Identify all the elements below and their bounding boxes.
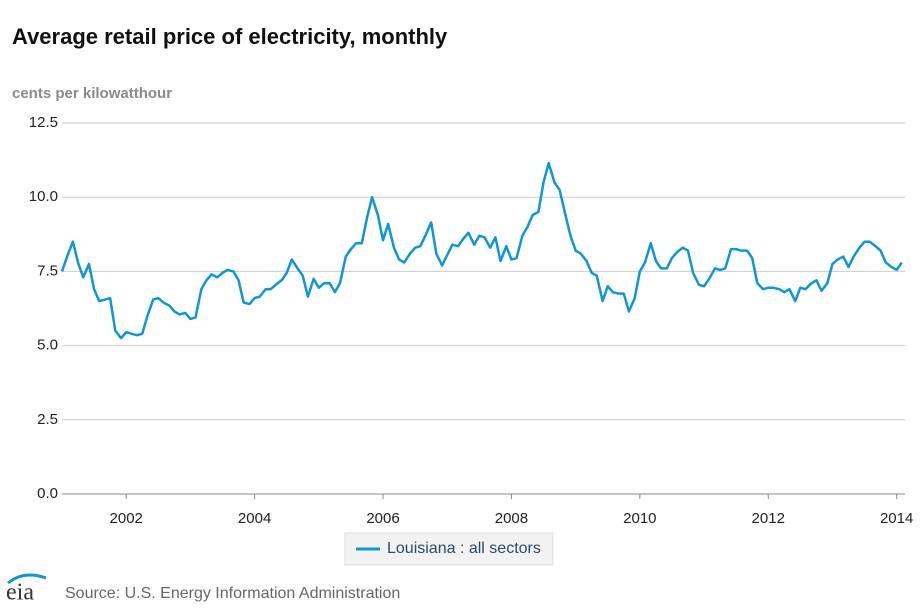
x-tick-label: 2006: [366, 510, 399, 527]
x-tick-label: 2014: [880, 510, 913, 527]
source: Source: U.S. Energy Information Administ…: [65, 585, 400, 602]
y-tick-label: 7.5: [37, 262, 58, 279]
x-tick-label: 2010: [623, 510, 656, 527]
chart-title: Average retail price of electricity, mon…: [12, 24, 448, 49]
y-axis-label: cents per kilowatthour: [12, 85, 172, 102]
x-tick-label: 2012: [752, 510, 785, 527]
x-tick-label: 2008: [495, 510, 528, 527]
y-tick-label: 12.5: [29, 114, 58, 131]
logo: eia: [6, 580, 34, 606]
x-tick-label: 2002: [110, 510, 143, 527]
logo-swoosh: [7, 573, 47, 585]
x-tick-label: 2004: [238, 510, 271, 527]
y-tick-label: 2.5: [37, 411, 58, 428]
data-line: [60, 161, 903, 340]
y-tick-label: 10.0: [29, 188, 58, 205]
legend-label: Louisiana : all sectors: [387, 540, 541, 557]
y-tick-label: 0.0: [37, 485, 58, 502]
y-tick-label: 5.0: [37, 337, 58, 354]
